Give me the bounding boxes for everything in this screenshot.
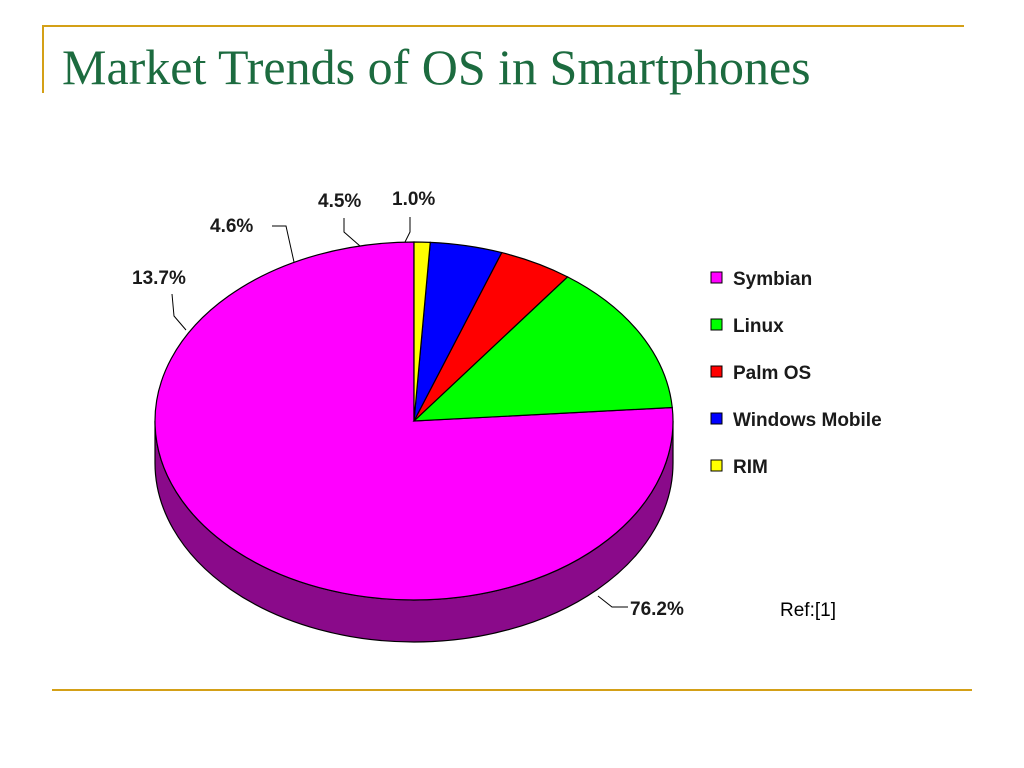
pie-slices bbox=[154, 241, 674, 601]
legend-label-windows-mobile: Windows Mobile bbox=[733, 410, 882, 431]
leader-line-linux bbox=[171, 293, 187, 331]
leader-line-palm-os bbox=[272, 225, 295, 263]
reference-note: Ref:[1] bbox=[780, 600, 836, 621]
title-frame-top-line bbox=[42, 25, 964, 27]
pie-slice-linux bbox=[412, 276, 673, 422]
slide-title: Market Trends of OS in Smartphones bbox=[62, 39, 811, 95]
title-frame-left-line bbox=[42, 25, 44, 93]
pie-slice-rim bbox=[413, 241, 431, 422]
legend-label-palm-os: Palm OS bbox=[733, 363, 811, 384]
leader-line-symbian bbox=[597, 595, 628, 608]
legend-label-symbian: Symbian bbox=[733, 269, 812, 290]
chart-legend: Symbian Linux Palm OS Windows Mobile RIM bbox=[710, 269, 882, 478]
pct-label-palm-os: 4.6% bbox=[210, 216, 253, 237]
legend-label-linux: Linux bbox=[733, 316, 784, 337]
bottom-divider bbox=[52, 689, 972, 691]
legend-label-rim: RIM bbox=[733, 457, 768, 478]
legend-swatch-windows-mobile bbox=[710, 412, 723, 425]
pie-labels: 76.2% 13.7% 4.6% 4.5% 1.0% bbox=[132, 189, 684, 620]
leader-line-rim bbox=[404, 217, 411, 243]
pct-label-windows-mobile: 4.5% bbox=[318, 191, 361, 212]
leader-line-windows-mobile bbox=[343, 218, 361, 247]
legend-swatch-rim bbox=[710, 459, 723, 472]
pct-label-linux: 13.7% bbox=[132, 268, 186, 289]
legend-swatch-symbian bbox=[710, 271, 723, 284]
legend-swatch-palm-os bbox=[710, 365, 723, 378]
pct-label-symbian: 76.2% bbox=[630, 599, 684, 620]
pct-label-rim: 1.0% bbox=[392, 189, 435, 210]
legend-swatch-linux bbox=[710, 318, 723, 331]
